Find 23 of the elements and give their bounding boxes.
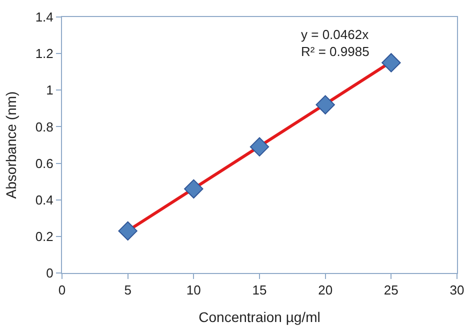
x-tick-label: 20 xyxy=(318,282,333,298)
x-tick-label: 5 xyxy=(124,282,132,298)
x-tick-label: 15 xyxy=(252,282,267,298)
y-tick-label: 0 xyxy=(46,266,54,281)
x-tick-label: 30 xyxy=(450,282,464,298)
x-tick-label: 0 xyxy=(58,282,66,298)
y-tick-label: 0.4 xyxy=(35,192,54,208)
y-tick-label: 0.8 xyxy=(35,119,54,134)
annotation: y = 0.0462x R² = 0.9985 xyxy=(301,27,370,59)
point xyxy=(118,221,138,241)
point xyxy=(382,53,401,72)
y-tick-label: 1.4 xyxy=(35,10,54,25)
x-tick-label: 10 xyxy=(186,282,201,298)
point xyxy=(184,179,204,198)
x-tick-label: 25 xyxy=(384,282,398,298)
x-axis-title: Concentraion µg/ml xyxy=(198,308,320,325)
point xyxy=(316,95,335,114)
y-tick-label: 1 xyxy=(46,82,54,98)
y-tick-label: 0.2 xyxy=(35,228,54,244)
y-tick-label: 0.6 xyxy=(35,156,54,171)
y-axis-title: Absorbance (nm) xyxy=(2,91,19,199)
y-tick-label: 1.2 xyxy=(35,46,54,62)
point xyxy=(250,137,270,156)
